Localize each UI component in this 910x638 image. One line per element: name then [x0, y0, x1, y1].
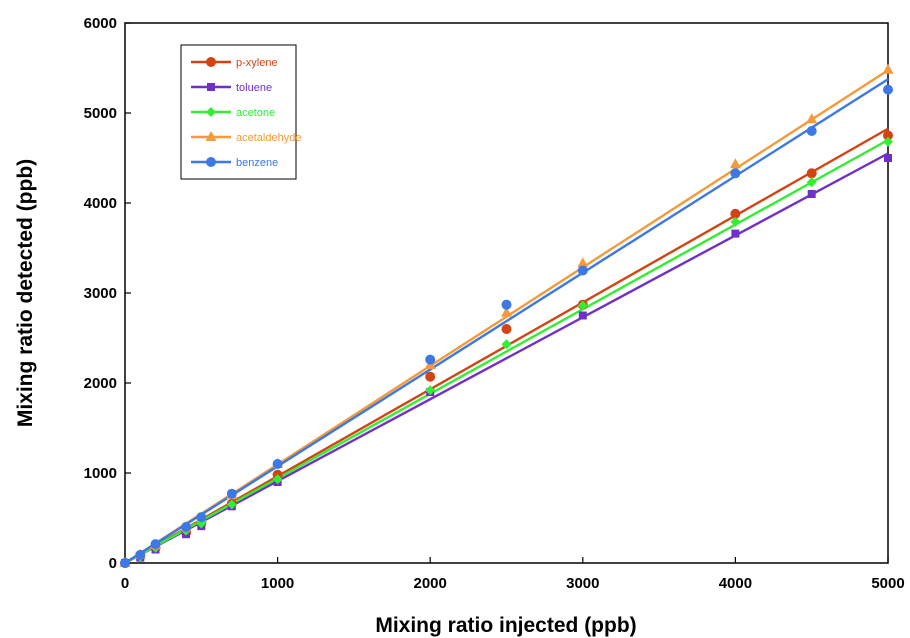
y-axis-title: Mixing ratio detected (ppb): [14, 159, 37, 427]
x-tick-label: 4000: [719, 575, 752, 592]
marker-acetone: [501, 339, 512, 350]
legend-label: toluene: [236, 82, 272, 94]
marker-acetone: [730, 216, 741, 227]
marker-acetaldehyde: [501, 306, 512, 317]
marker-benzene: [150, 539, 161, 550]
marker-p-xylene: [806, 168, 817, 179]
data-markers: [119, 63, 894, 568]
fit-lines: [124, 69, 889, 565]
legend-marker: [206, 157, 216, 167]
y-tick-label: 0: [109, 555, 117, 572]
marker-benzene: [226, 488, 237, 499]
marker-benzene: [577, 265, 588, 276]
x-tick-label: 5000: [871, 575, 904, 592]
marker-benzene: [272, 459, 283, 469]
marker-benzene: [806, 126, 817, 136]
marker-acetone: [425, 385, 436, 396]
marker-acetone: [577, 300, 588, 311]
marker-toluene: [884, 154, 892, 162]
marker-acetone: [226, 499, 237, 510]
marker-acetone: [806, 177, 817, 188]
legend-marker: [207, 83, 215, 91]
marker-benzene: [181, 522, 192, 532]
marker-acetone: [272, 474, 283, 485]
legend-label: acetaldehyde: [236, 132, 301, 144]
marker-toluene: [731, 229, 740, 238]
marker-p-xylene: [883, 130, 893, 141]
legend-marker: [206, 57, 216, 67]
x-tick-label: 0: [121, 575, 129, 592]
marker-p-xylene: [730, 208, 741, 219]
x-tick-label: 1000: [261, 575, 294, 592]
marker-benzene: [730, 168, 741, 179]
marker-toluene: [578, 311, 587, 320]
legend: p-xylene toluene acetone acetaldehyde benzen…: [180, 44, 301, 180]
y-tick-label: 2000: [84, 375, 117, 392]
marker-p-xylene: [501, 324, 512, 334]
x-tick-label: 2000: [414, 575, 447, 592]
fit-line-acetone: [124, 138, 889, 565]
marker-benzene: [425, 354, 436, 365]
marker-benzene: [120, 558, 130, 568]
marker-benzene: [196, 512, 207, 523]
y-tick-label: 3000: [84, 285, 117, 302]
legend-label: acetone: [236, 107, 275, 119]
axis-ticks: 0 1000 2000 3000 4000 5000 0 1000 2000 3000 4000 50…: [84, 15, 905, 592]
marker-acetaldehyde: [882, 63, 894, 74]
x-axis-title: Mixing ratio injected (ppb): [375, 614, 636, 637]
fit-line-toluene: [124, 152, 889, 565]
marker-benzene: [501, 299, 512, 310]
y-tick-label: 5000: [84, 105, 117, 122]
fit-line-benzene: [124, 78, 889, 565]
legend-marker: [206, 107, 216, 117]
marker-acetone: [883, 136, 893, 147]
y-tick-label: 6000: [84, 15, 117, 32]
marker-benzene: [883, 84, 893, 95]
marker-acetaldehyde: [729, 158, 741, 169]
legend-label: benzene: [236, 157, 278, 169]
legend-label: p-xylene: [236, 57, 278, 69]
y-tick-label: 1000: [84, 465, 117, 482]
marker-benzene: [135, 549, 146, 560]
marker-acetaldehyde: [806, 113, 818, 124]
y-tick-label: 4000: [84, 195, 117, 212]
marker-p-xylene: [425, 371, 436, 382]
x-tick-label: 3000: [566, 575, 599, 592]
legend-marker: [205, 131, 217, 141]
marker-toluene: [807, 190, 816, 198]
marker-acetaldehyde: [577, 257, 589, 268]
